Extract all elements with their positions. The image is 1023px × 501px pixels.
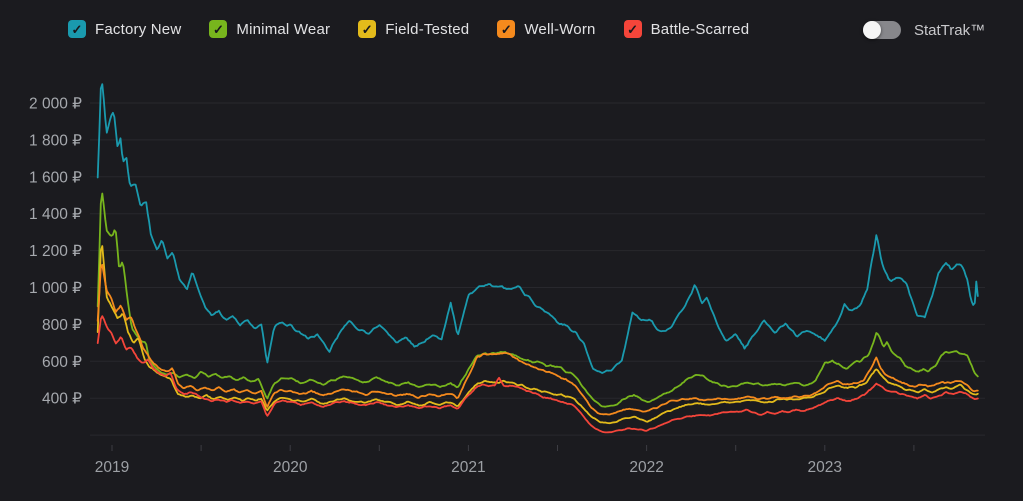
series-line-factory-new: [96, 83, 979, 374]
check-icon: ✓: [361, 21, 373, 37]
legend-item-label: Well-Worn: [524, 20, 596, 38]
legend-item-battle-scarred[interactable]: ✓ Battle-Scarred: [623, 20, 750, 38]
x-axis-label: 2022: [629, 459, 663, 476]
toggle-knob-icon: [863, 21, 881, 39]
legend-checkbox-factory-new[interactable]: ✓: [68, 20, 86, 38]
y-axis-label: 800 ₽: [42, 317, 82, 334]
legend-item-label: Minimal Wear: [236, 20, 331, 38]
check-icon: ✓: [71, 21, 83, 37]
legend-item-label: Factory New: [95, 20, 182, 38]
legend: ✓ Factory New ✓ Minimal Wear ✓ Field-Tes…: [68, 20, 749, 38]
legend-checkbox-minimal-wear[interactable]: ✓: [209, 20, 228, 38]
x-axis-label: 2023: [808, 459, 842, 476]
legend-item-label: Field-Tested: [385, 20, 470, 38]
legend-checkbox-field-tested[interactable]: ✓: [358, 20, 377, 38]
x-axis-label: 2021: [451, 459, 485, 476]
check-icon: ✓: [627, 21, 639, 37]
legend-item-factory-new[interactable]: ✓ Factory New: [68, 20, 181, 38]
legend-item-well-worn[interactable]: ✓ Well-Worn: [497, 20, 595, 38]
y-axis-label: 400 ₽: [42, 391, 82, 408]
series-line-battle-scarred: [96, 315, 979, 434]
series-line-field-tested: [96, 245, 979, 425]
y-axis-label: 1 400 ₽: [29, 206, 82, 223]
y-axis-label: 600 ₽: [42, 354, 82, 371]
x-axis-label: 2020: [273, 459, 308, 476]
x-axis-label: 2019: [95, 459, 129, 476]
check-icon: ✓: [500, 21, 512, 37]
legend-checkbox-well-worn[interactable]: ✓: [497, 20, 516, 38]
legend-item-field-tested[interactable]: ✓ Field-Tested: [358, 20, 469, 38]
y-axis-label: 2 000 ₽: [29, 96, 82, 113]
legend-item-label: Battle-Scarred: [650, 20, 750, 38]
stattrak-label: StatTrak™: [914, 21, 986, 39]
y-axis-label: 1 800 ₽: [29, 132, 82, 149]
y-axis-label: 1 000 ₽: [29, 280, 82, 297]
y-axis-label: 1 200 ₽: [29, 243, 82, 260]
y-axis-label: 1 600 ₽: [29, 169, 82, 186]
series-line-minimal-wear: [96, 192, 979, 408]
series-line-well-worn: [96, 263, 979, 416]
legend-checkbox-battle-scarred[interactable]: ✓: [623, 20, 642, 38]
check-icon: ✓: [212, 21, 224, 37]
stattrak-toggle[interactable]: [863, 21, 901, 39]
stattrak-control: StatTrak™: [863, 21, 985, 39]
legend-item-minimal-wear[interactable]: ✓ Minimal Wear: [209, 20, 330, 38]
